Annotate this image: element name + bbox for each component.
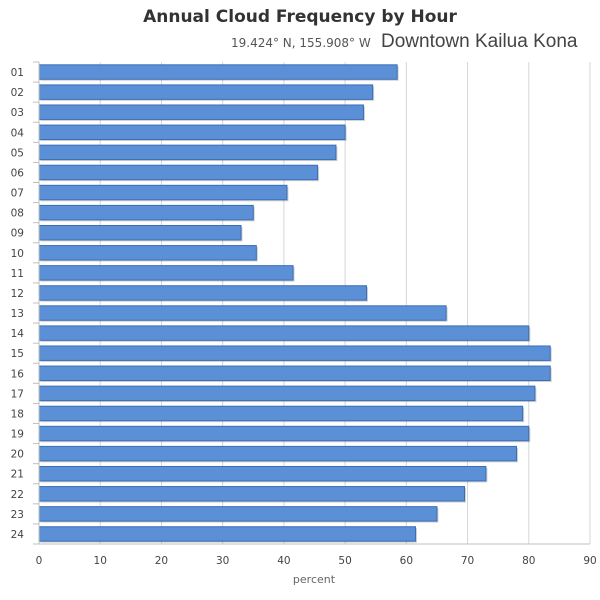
- y-tick-label: 03: [11, 107, 24, 119]
- bar: [38, 405, 524, 422]
- bar: [38, 184, 288, 201]
- bar: [38, 84, 374, 100]
- x-tick-label: 60: [400, 555, 413, 567]
- bar: [38, 385, 536, 402]
- y-tick-label: 13: [11, 308, 24, 320]
- y-tick-label: 23: [11, 509, 24, 521]
- bar: [38, 245, 257, 261]
- x-tick-label: 70: [461, 555, 474, 567]
- y-tick-label: 08: [11, 208, 24, 220]
- bar: [38, 305, 447, 321]
- axes: 0 10 20 30 40 50 60 70 80 90 01 02 03 04 05 06 07 08 09 10 1…: [11, 61, 597, 567]
- y-tick-label: 09: [11, 228, 24, 240]
- y-tick-label: 18: [11, 408, 24, 420]
- x-tick-label: 50: [338, 555, 351, 567]
- bar: [38, 365, 551, 382]
- y-tick-label: 24: [11, 529, 25, 541]
- bar: [38, 265, 294, 281]
- bar: [38, 224, 242, 241]
- bar: [38, 345, 551, 361]
- y-tick-label: 17: [11, 388, 24, 400]
- bar: [38, 486, 465, 502]
- y-tick-label: 07: [11, 188, 24, 200]
- bar: [38, 104, 364, 120]
- y-tick-label: 01: [11, 67, 24, 79]
- x-tick-label: 20: [155, 555, 168, 567]
- y-tick-label: 10: [11, 248, 24, 260]
- chart-subtitle: 19.424° N, 155.908° W: [231, 36, 371, 50]
- y-tick-label: 19: [11, 429, 24, 441]
- bar: [38, 425, 530, 442]
- y-tick-label: 11: [11, 268, 24, 280]
- grid-lines: [99, 62, 591, 544]
- chart-title: Annual Cloud Frequency by Hour: [143, 7, 457, 27]
- y-tick-label: 12: [11, 288, 24, 300]
- x-tick-label: 10: [94, 555, 107, 567]
- bar: [38, 164, 319, 181]
- y-tick-label: 15: [11, 348, 24, 360]
- location-label: Downtown Kailua Kona: [381, 31, 578, 52]
- y-tick-label: 02: [11, 87, 24, 99]
- bar: [38, 144, 337, 161]
- y-tick-label: 16: [11, 368, 25, 380]
- x-tick-label: 40: [277, 555, 290, 567]
- bar: [38, 465, 487, 482]
- bars: [38, 64, 552, 543]
- bar: [38, 506, 438, 522]
- x-tick-label: 0: [36, 555, 43, 567]
- bar: [38, 325, 530, 341]
- y-tick-label: 22: [11, 489, 24, 501]
- bar: [38, 285, 368, 301]
- y-tick-label: 21: [11, 469, 24, 481]
- bar: [38, 124, 346, 141]
- x-tick-label: 30: [216, 555, 229, 567]
- x-tick-label: 80: [522, 555, 535, 567]
- y-tick-label: 05: [11, 147, 24, 159]
- x-tick-label: 90: [583, 555, 596, 567]
- y-tick-label: 20: [11, 449, 24, 461]
- bar: [38, 64, 398, 80]
- y-tick-label: 14: [11, 328, 25, 340]
- bar: [38, 204, 254, 221]
- bar: [38, 526, 417, 542]
- bar: [38, 445, 518, 462]
- y-tick-label: 04: [11, 127, 25, 139]
- x-axis-title: percent: [293, 573, 336, 586]
- y-tick-label: 06: [11, 167, 25, 179]
